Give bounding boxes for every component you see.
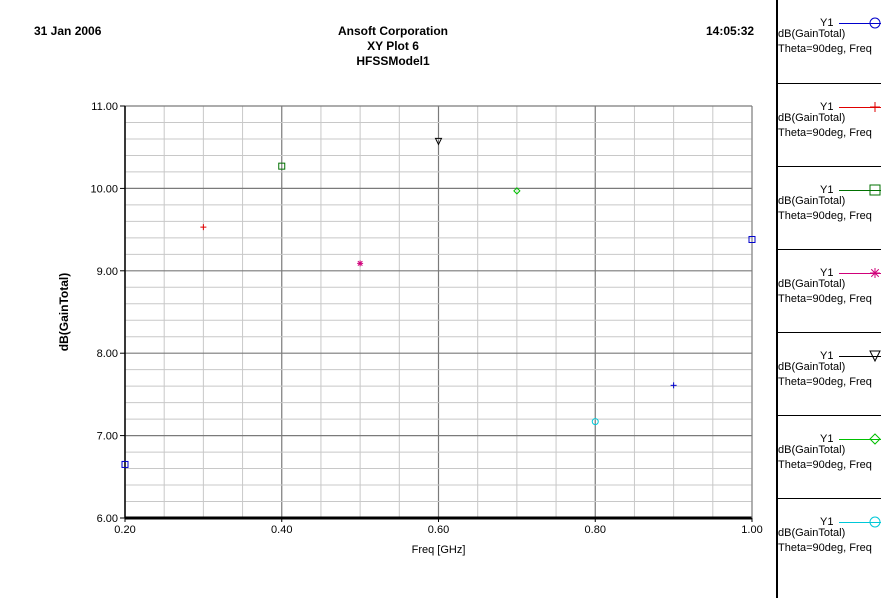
legend-line-sample — [839, 522, 881, 523]
legend-series-label: Y1 — [820, 433, 834, 445]
legend-quantity: dB(GainTotal) — [778, 112, 846, 124]
x-tick-label: 0.20 — [114, 524, 135, 536]
x-tick-label: 0.40 — [271, 524, 292, 536]
data-points — [121, 137, 756, 468]
legend-quantity: dB(GainTotal) — [778, 278, 846, 290]
legend-separator — [778, 415, 881, 416]
legend-separator — [778, 332, 881, 333]
legend-entry[interactable]: Y1 dB(GainTotal) Theta=90deg, Freq — [778, 0, 881, 81]
data-point — [670, 382, 677, 389]
plot-header: Ansoft Corporation XY Plot 6 HFSSModel1 — [250, 24, 536, 69]
legend-line-sample — [839, 107, 881, 108]
legend-marker-icon — [869, 433, 881, 445]
legend-marker-icon — [869, 184, 881, 196]
data-point — [591, 418, 599, 426]
model-name: HFSSModel1 — [356, 54, 430, 68]
legend-series-label: Y1 — [820, 516, 834, 528]
legend-variables: Theta=90deg, Freq — [778, 293, 872, 305]
legend-quantity: dB(GainTotal) — [778, 444, 846, 456]
legend-series-label: Y1 — [820, 17, 834, 29]
x-tick-label: 0.80 — [585, 524, 606, 536]
legend-marker-icon — [870, 102, 880, 112]
legend-separator — [778, 498, 881, 499]
legend-variables: Theta=90deg, Freq — [778, 127, 872, 139]
legend-entry[interactable]: Y1 dB(GainTotal) Theta=90deg, Freq — [778, 166, 881, 248]
legend-entry[interactable]: Y1 dB(GainTotal) Theta=90deg, Freq — [778, 415, 881, 497]
legend-series-label: Y1 — [820, 101, 834, 113]
company-name: Ansoft Corporation — [338, 24, 448, 38]
legend-marker — [869, 17, 881, 29]
legend-variables: Theta=90deg, Freq — [778, 542, 872, 554]
y-tick-label: 7.00 — [97, 431, 118, 443]
panel-divider — [776, 0, 778, 598]
legend-quantity: dB(GainTotal) — [778, 361, 846, 373]
legend-quantity: dB(GainTotal) — [778, 527, 846, 539]
legend-marker — [869, 516, 881, 528]
legend-series-label: Y1 — [820, 267, 834, 279]
legend-marker-icon — [869, 516, 881, 528]
legend-series-label: Y1 — [820, 184, 834, 196]
legend-marker-icon — [870, 268, 880, 278]
legend-separator — [778, 83, 881, 84]
legend-line-sample — [839, 23, 881, 24]
x-tick-label: 0.60 — [428, 524, 449, 536]
legend-marker — [870, 268, 880, 278]
legend-quantity: dB(GainTotal) — [778, 28, 846, 40]
x-tick-label: 1.00 — [741, 524, 762, 536]
data-point — [434, 137, 443, 146]
xy-plot-chart[interactable]: 6.00 7.00 8.00 9.00 10.00 11.00 0.20 0.40 0.60 0.… — [0, 0, 776, 598]
legend-separator — [778, 249, 881, 250]
y-axis-label: dB(GainTotal) — [57, 273, 71, 351]
legend-entry[interactable]: Y1 dB(GainTotal) Theta=90deg, Freq — [778, 332, 881, 414]
legend-quantity: dB(GainTotal) — [778, 195, 846, 207]
data-point — [748, 235, 756, 243]
data-point — [200, 224, 207, 231]
data-point — [278, 162, 286, 170]
legend-panel[interactable]: Y1 dB(GainTotal) Theta=90deg, Freq Y1 dB(Gai… — [778, 0, 881, 598]
plot-title: XY Plot 6 — [367, 39, 419, 53]
legend-marker-icon — [869, 17, 881, 29]
legend-line-sample — [839, 439, 881, 440]
legend-variables: Theta=90deg, Freq — [778, 376, 872, 388]
legend-marker — [870, 102, 880, 112]
legend-marker — [869, 184, 881, 196]
legend-marker — [869, 433, 881, 445]
x-axis-label: Freq [GHz] — [412, 544, 466, 556]
legend-variables: Theta=90deg, Freq — [778, 43, 872, 55]
legend-variables: Theta=90deg, Freq — [778, 210, 872, 222]
legend-entry[interactable]: Y1 dB(GainTotal) Theta=90deg, Freq — [778, 83, 881, 165]
legend-entry[interactable]: Y1 dB(GainTotal) Theta=90deg, Freq — [778, 498, 881, 580]
y-tick-label: 11.00 — [91, 101, 118, 113]
legend-line-sample — [839, 356, 881, 357]
y-tick-label: 6.00 — [97, 513, 118, 525]
data-point — [121, 460, 129, 468]
legend-marker — [869, 350, 881, 363]
legend-series-label: Y1 — [820, 350, 834, 362]
plot-panel: 31 Jan 2006 Ansoft Corporation XY Plot 6… — [0, 0, 776, 598]
y-tick-label: 10.00 — [90, 183, 118, 195]
y-tick-label: 8.00 — [97, 348, 118, 360]
y-tick-label: 9.00 — [97, 266, 118, 278]
legend-marker-icon — [869, 350, 881, 363]
legend-separator — [778, 166, 881, 167]
legend-line-sample — [839, 273, 881, 274]
legend-variables: Theta=90deg, Freq — [778, 459, 872, 471]
plot-date: 31 Jan 2006 — [34, 24, 102, 38]
legend-entry[interactable]: Y1 dB(GainTotal) Theta=90deg, Freq — [778, 249, 881, 331]
legend-line-sample — [839, 190, 881, 191]
data-point — [513, 187, 521, 195]
data-point — [357, 260, 364, 267]
plot-time: 14:05:32 — [706, 24, 755, 38]
